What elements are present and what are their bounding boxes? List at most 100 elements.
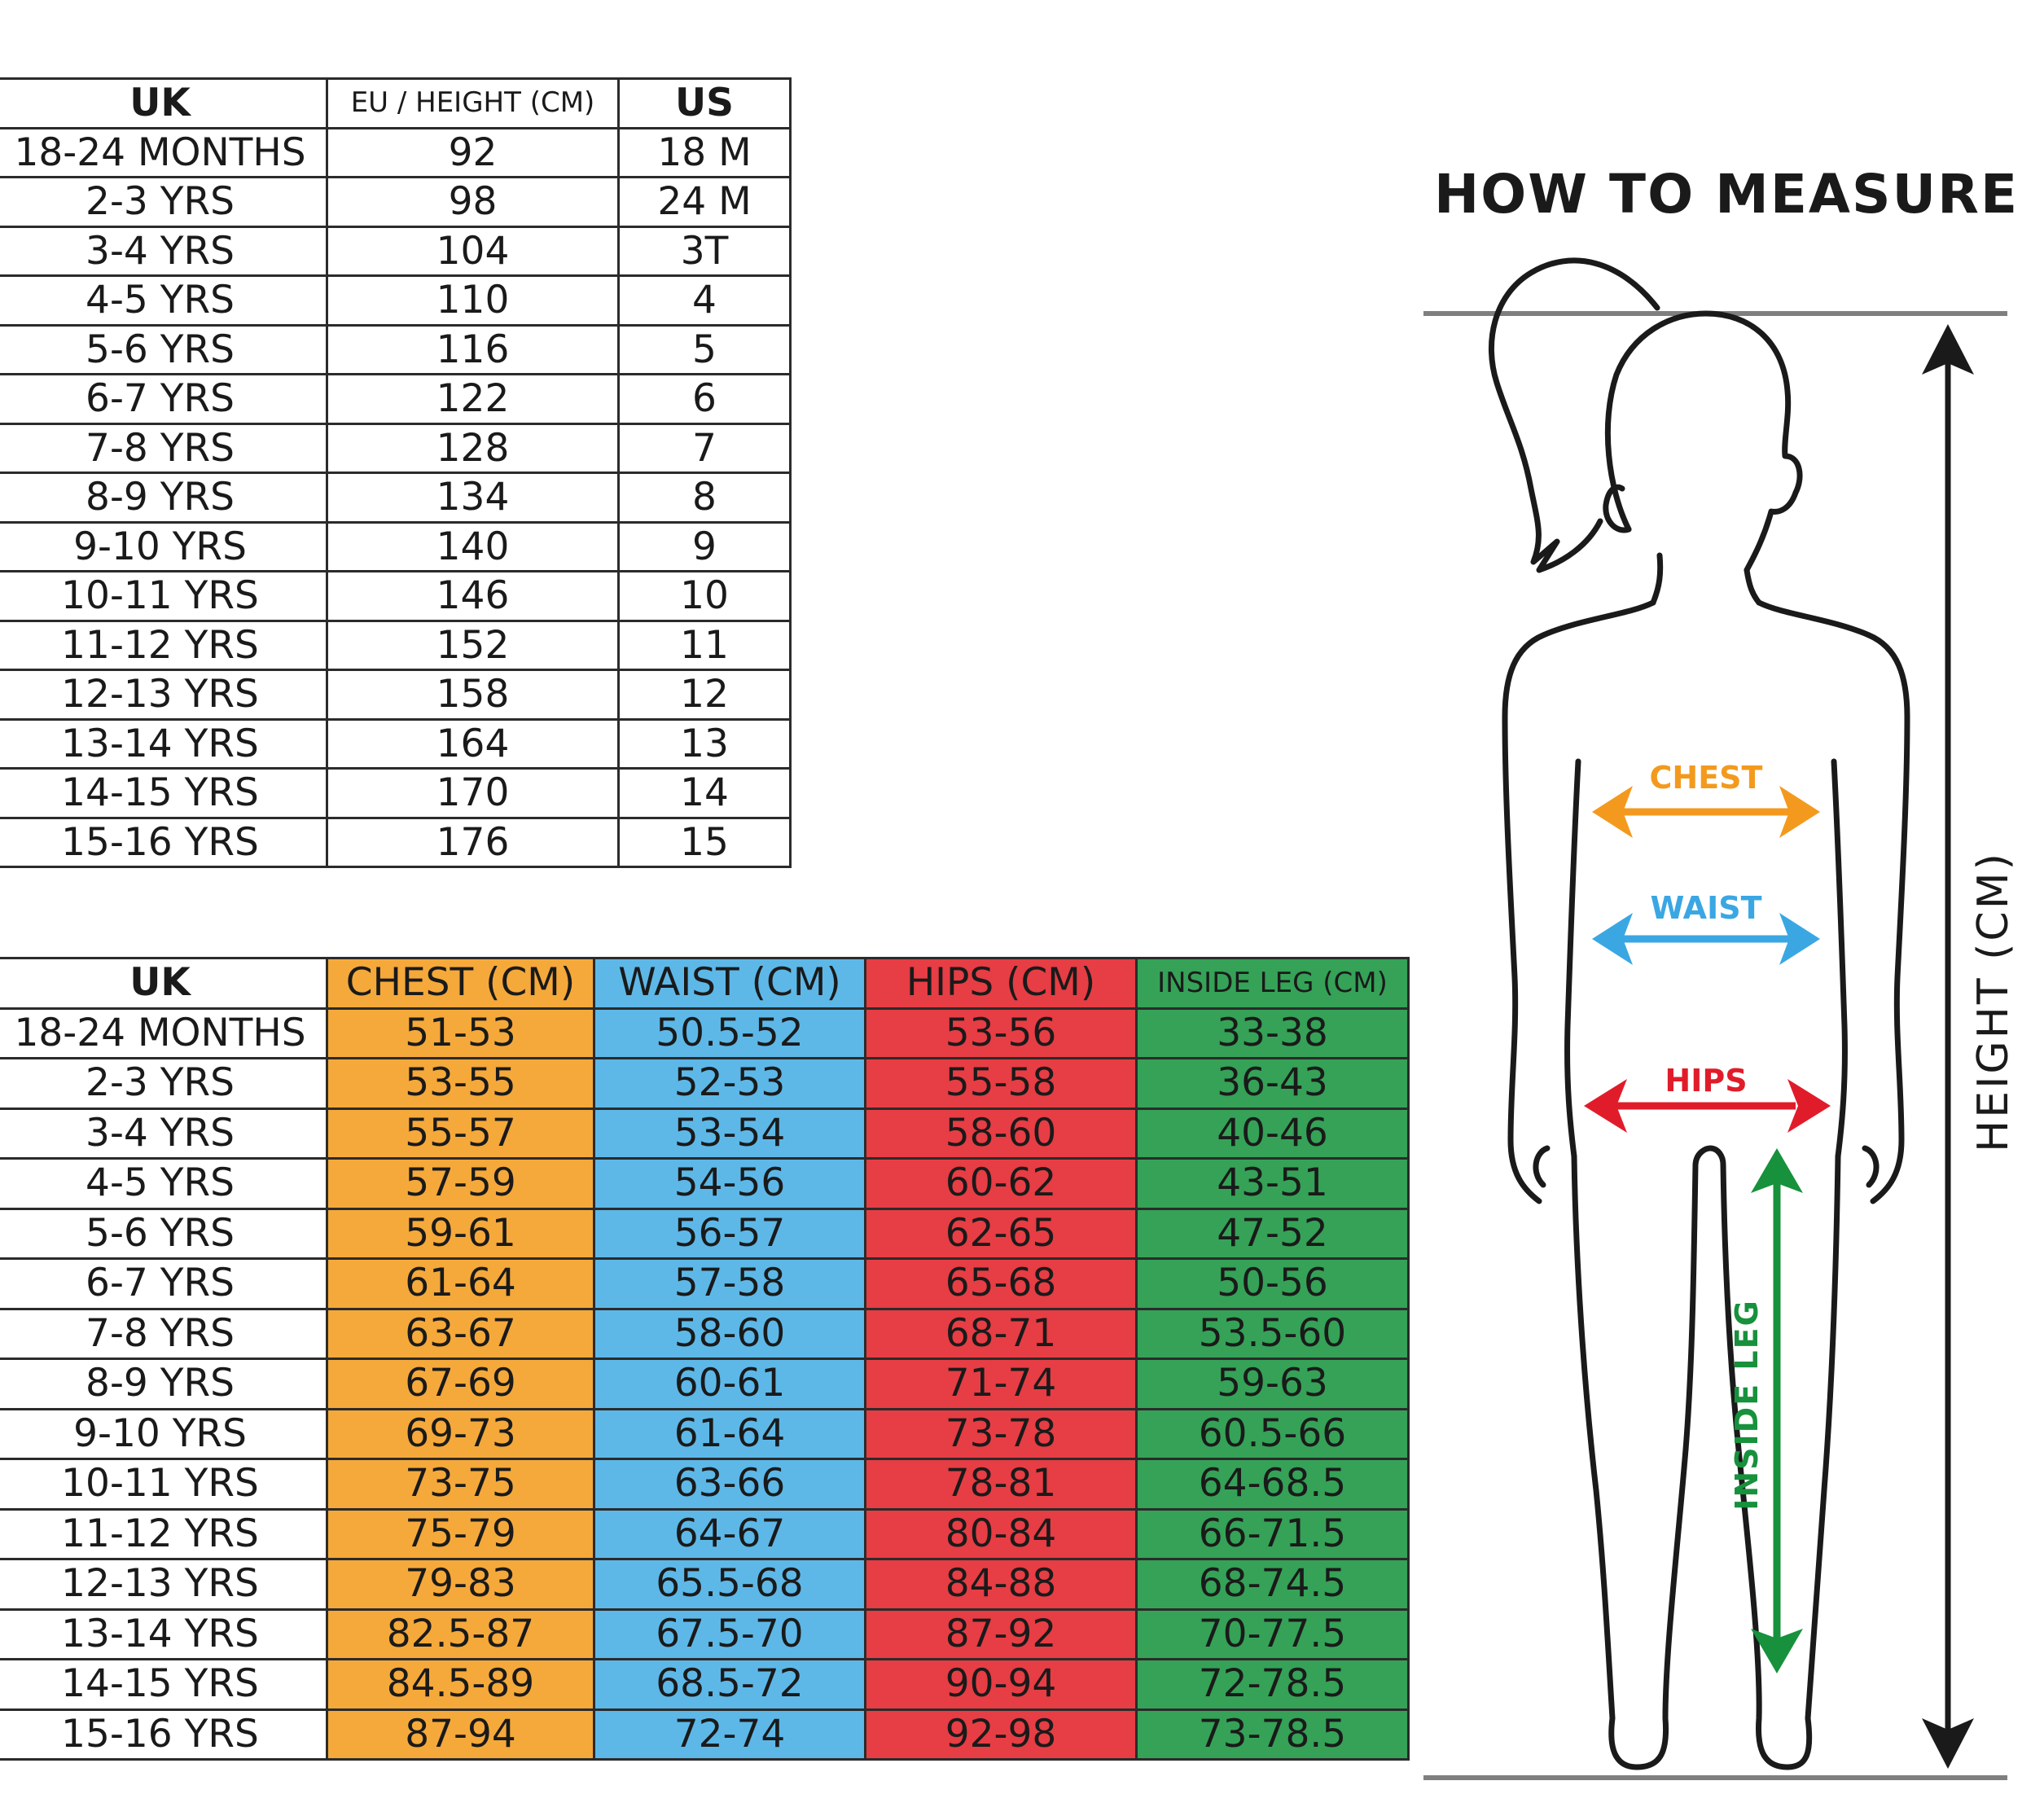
how-to-measure-title: HOW TO MEASURE (1433, 163, 2020, 226)
size-cell-us: 7 (617, 422, 792, 474)
measure-cell-uk: 3-4 YRS (0, 1107, 328, 1160)
measure-cell-inside-leg: 64-68.5 (1135, 1458, 1410, 1511)
measure-table-row: 7-8 YRS 63-67 58-60 68-71 53.5-60 (0, 1307, 1410, 1360)
measure-table-row: 8-9 YRS 67-69 60-61 71-74 59-63 (0, 1358, 1410, 1410)
size-cell-uk: 9-10 YRS (0, 520, 328, 572)
size-cell-eu-height: 122 (326, 373, 620, 425)
size-cell-uk: 14-15 YRS (0, 767, 328, 819)
measure-cell-waist: 58-60 (593, 1307, 866, 1360)
measure-cell-chest: 57-59 (326, 1157, 595, 1210)
size-table-row: 15-16 YRS 176 15 (0, 816, 792, 868)
size-table-row: 5-6 YRS 116 5 (0, 323, 792, 375)
measure-cell-hips: 84-88 (864, 1558, 1138, 1611)
size-cell-eu-height: 152 (326, 619, 620, 671)
measure-cell-uk: 10-11 YRS (0, 1458, 328, 1511)
size-cell-us: 3T (617, 225, 792, 277)
waist-arrow-icon (1592, 913, 1820, 965)
measure-table-row: 6-7 YRS 61-64 57-58 65-68 50-56 (0, 1257, 1410, 1310)
size-cell-eu-height: 92 (326, 126, 620, 178)
measure-cell-inside-leg: 36-43 (1135, 1057, 1410, 1110)
size-table-header-us: US (617, 77, 792, 129)
measure-cell-chest: 73-75 (326, 1458, 595, 1511)
measure-table-header-waist: WAIST (CM) (593, 957, 866, 1010)
measure-cell-chest: 87-94 (326, 1708, 595, 1761)
measure-cell-waist: 72-74 (593, 1708, 866, 1761)
body-measurements-table: UK CHEST (CM) WAIST (CM) HIPS (CM) INSID… (0, 957, 1410, 1761)
measure-cell-inside-leg: 53.5-60 (1135, 1307, 1410, 1360)
size-cell-us: 12 (617, 669, 792, 721)
size-table-row: 7-8 YRS 128 7 (0, 422, 792, 474)
measure-cell-uk: 6-7 YRS (0, 1257, 328, 1310)
measure-cell-chest: 82.5-87 (326, 1608, 595, 1660)
hips-arrow-icon (1584, 1079, 1831, 1133)
size-table-row: 14-15 YRS 170 14 (0, 767, 792, 819)
size-cell-us: 6 (617, 373, 792, 425)
inside-leg-label: INSIDE LEG (1729, 1299, 1765, 1511)
measure-table-row: 2-3 YRS 53-55 52-53 55-58 36-43 (0, 1057, 1410, 1110)
size-cell-eu-height: 134 (326, 472, 620, 524)
size-cell-eu-height: 110 (326, 274, 620, 327)
size-cell-uk: 3-4 YRS (0, 225, 328, 277)
measure-table-row: 11-12 YRS 75-79 64-67 80-84 66-71.5 (0, 1507, 1410, 1560)
measure-cell-hips: 87-92 (864, 1608, 1138, 1660)
size-table-row: 18-24 MONTHS 92 18 M (0, 126, 792, 178)
size-cell-uk: 11-12 YRS (0, 619, 328, 671)
size-cell-us: 11 (617, 619, 792, 671)
measure-cell-hips: 55-58 (864, 1057, 1138, 1110)
measure-cell-hips: 73-78 (864, 1407, 1138, 1460)
measure-cell-hips: 92-98 (864, 1708, 1138, 1761)
measure-cell-hips: 60-62 (864, 1157, 1138, 1210)
measure-cell-chest: 84.5-89 (326, 1658, 595, 1711)
size-cell-uk: 5-6 YRS (0, 323, 328, 375)
measure-cell-hips: 80-84 (864, 1507, 1138, 1560)
measure-table-row: 18-24 MONTHS 51-53 50.5-52 53-56 33-38 (0, 1007, 1410, 1059)
measure-cell-chest: 75-79 (326, 1507, 595, 1560)
measure-cell-uk: 4-5 YRS (0, 1157, 328, 1210)
size-table-row: 9-10 YRS 140 9 (0, 520, 792, 572)
size-cell-uk: 18-24 MONTHS (0, 126, 328, 178)
measure-cell-chest: 63-67 (326, 1307, 595, 1360)
measure-table-header-hips: HIPS (CM) (864, 957, 1138, 1010)
measure-table-header-row: UK CHEST (CM) WAIST (CM) HIPS (CM) INSID… (0, 957, 1410, 1010)
size-cell-uk: 15-16 YRS (0, 816, 328, 868)
size-table-row: 3-4 YRS 104 3T (0, 225, 792, 277)
size-table-row: 11-12 YRS 152 11 (0, 619, 792, 671)
measure-cell-waist: 50.5-52 (593, 1007, 866, 1059)
measure-table-row: 13-14 YRS 82.5-87 67.5-70 87-92 70-77.5 (0, 1608, 1410, 1660)
size-cell-uk: 13-14 YRS (0, 717, 328, 770)
size-cell-eu-height: 164 (326, 717, 620, 770)
measure-cell-waist: 68.5-72 (593, 1658, 866, 1711)
measure-cell-uk: 18-24 MONTHS (0, 1007, 328, 1059)
size-table-row: 12-13 YRS 158 12 (0, 669, 792, 721)
measure-cell-hips: 90-94 (864, 1658, 1138, 1711)
measure-cell-chest: 59-61 (326, 1207, 595, 1260)
measure-cell-inside-leg: 33-38 (1135, 1007, 1410, 1059)
size-cell-uk: 6-7 YRS (0, 373, 328, 425)
size-cell-uk: 7-8 YRS (0, 422, 328, 474)
measure-cell-chest: 55-57 (326, 1107, 595, 1160)
measure-table-header-uk: UK (0, 957, 328, 1010)
size-table-row: 13-14 YRS 164 13 (0, 717, 792, 770)
measure-cell-inside-leg: 60.5-66 (1135, 1407, 1410, 1460)
measure-cell-hips: 58-60 (864, 1107, 1138, 1160)
measure-table-row: 3-4 YRS 55-57 53-54 58-60 40-46 (0, 1107, 1410, 1160)
size-cell-eu-height: 98 (326, 176, 620, 228)
measure-cell-chest: 69-73 (326, 1407, 595, 1460)
size-cell-us: 13 (617, 717, 792, 770)
size-cell-us: 14 (617, 767, 792, 819)
size-cell-us: 9 (617, 520, 792, 572)
measure-cell-inside-leg: 70-77.5 (1135, 1608, 1410, 1660)
measure-cell-inside-leg: 47-52 (1135, 1207, 1410, 1260)
size-cell-us: 5 (617, 323, 792, 375)
measure-cell-hips: 68-71 (864, 1307, 1138, 1360)
measure-cell-inside-leg: 68-74.5 (1135, 1558, 1410, 1611)
measure-table-row: 4-5 YRS 57-59 54-56 60-62 43-51 (0, 1157, 1410, 1210)
measure-cell-uk: 9-10 YRS (0, 1407, 328, 1460)
measure-cell-waist: 57-58 (593, 1257, 866, 1310)
measure-cell-chest: 51-53 (326, 1007, 595, 1059)
size-table-row: 6-7 YRS 122 6 (0, 373, 792, 425)
measure-cell-inside-leg: 59-63 (1135, 1358, 1410, 1410)
size-table-row: 4-5 YRS 110 4 (0, 274, 792, 327)
measure-cell-inside-leg: 40-46 (1135, 1107, 1410, 1160)
size-table-row: 10-11 YRS 146 10 (0, 570, 792, 622)
